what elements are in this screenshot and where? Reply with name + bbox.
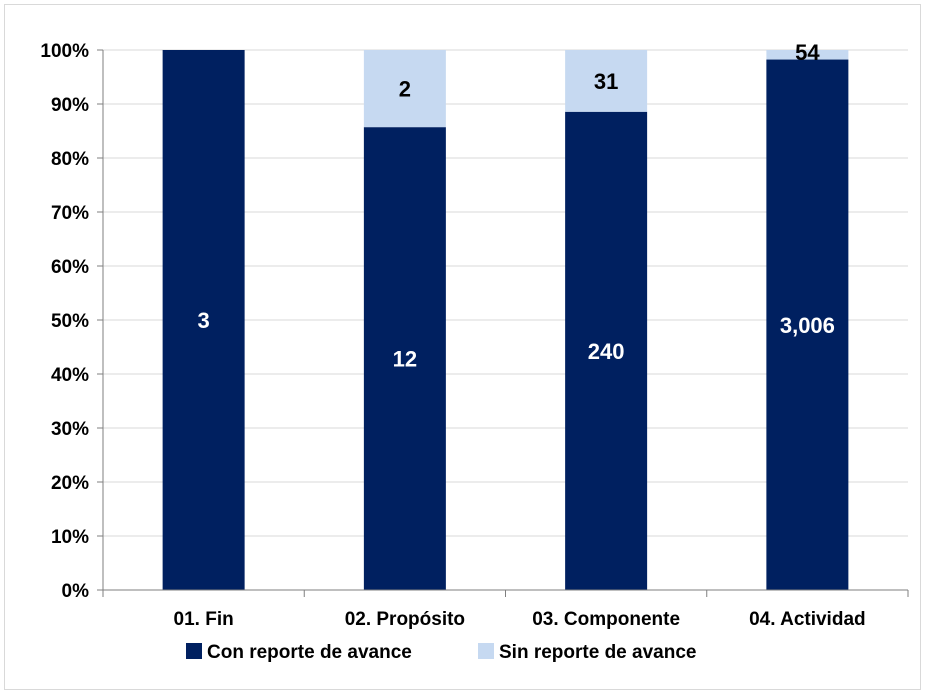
legend-swatch <box>186 643 202 659</box>
y-tick-label: 40% <box>51 365 89 386</box>
y-tick-label: 20% <box>51 473 89 494</box>
legend-label: Con reporte de avance <box>207 642 412 663</box>
y-tick-label: 60% <box>51 257 89 278</box>
bar-segment <box>766 59 849 590</box>
y-tick-label: 70% <box>51 203 89 224</box>
x-tick-label: 04. Actividad <box>749 609 866 630</box>
y-tick-label: 100% <box>40 41 89 62</box>
x-tick-label: 03. Componente <box>532 609 680 630</box>
data-label: 2 <box>399 77 411 102</box>
y-tick-label: 80% <box>51 149 89 170</box>
x-tick-label: 02. Propósito <box>345 609 465 630</box>
y-tick-label: 10% <box>51 527 89 548</box>
data-label: 240 <box>588 339 625 364</box>
data-label: 31 <box>594 69 618 94</box>
x-tick-labels: 01. Fin 02. Propósito 03. Componente 04. Ac… <box>174 609 866 630</box>
axes <box>97 49 909 597</box>
data-label: 3 <box>198 308 210 333</box>
bar-segment <box>363 127 446 591</box>
x-tick-label: 01. Fin <box>174 609 234 630</box>
bar-segment <box>162 50 245 590</box>
data-label: 12 <box>393 347 417 372</box>
y-tick-label: 30% <box>51 419 89 440</box>
y-tick-labels: 0% 10% 20% 30% 40% 50% 60% 70% 80% 90% 100% <box>40 41 89 602</box>
y-tick-label: 90% <box>51 95 89 116</box>
bar-segment <box>565 111 648 591</box>
legend: Con reporte de avance Sin reporte de avan… <box>186 642 696 663</box>
data-labels: 3 12 2 240 31 3,006 54 <box>198 40 835 372</box>
y-tick-label: 0% <box>62 581 90 602</box>
bar-segment <box>766 50 849 60</box>
y-tick-label: 50% <box>51 311 89 332</box>
data-label: 3,006 <box>780 313 835 338</box>
legend-swatch <box>478 643 494 659</box>
bar-segment <box>363 50 446 128</box>
bars <box>162 50 849 591</box>
legend-label: Sin reporte de avance <box>499 642 696 663</box>
bar-segment <box>565 50 648 112</box>
data-label: 54 <box>795 40 820 65</box>
